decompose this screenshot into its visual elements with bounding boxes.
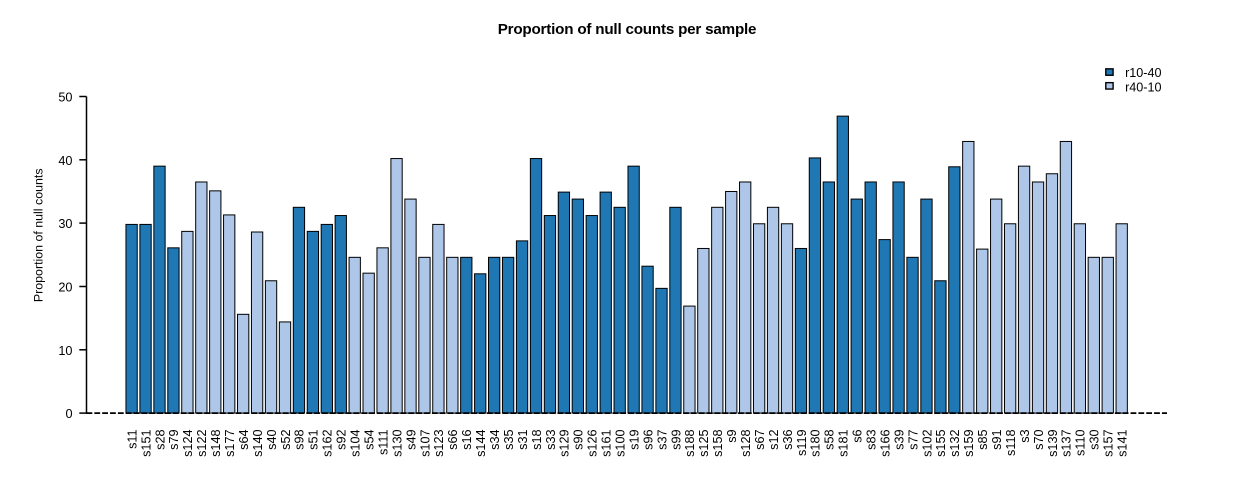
svg-text:s49: s49 (404, 429, 418, 449)
svg-text:s118: s118 (1004, 429, 1018, 456)
svg-text:s35: s35 (502, 429, 516, 449)
svg-text:s66: s66 (446, 429, 460, 449)
svg-text:s33: s33 (544, 429, 558, 449)
svg-text:s139: s139 (1046, 429, 1060, 457)
svg-text:s141: s141 (1116, 429, 1130, 457)
svg-text:s128: s128 (739, 429, 753, 457)
svg-text:s36: s36 (781, 429, 795, 449)
svg-text:s30: s30 (1088, 429, 1102, 449)
svg-text:s91: s91 (990, 429, 1004, 449)
svg-text:40: 40 (58, 154, 72, 168)
svg-text:10: 10 (58, 344, 72, 358)
svg-text:s158: s158 (711, 429, 725, 457)
svg-text:s99: s99 (669, 429, 683, 449)
svg-text:0: 0 (65, 407, 72, 421)
svg-text:s126: s126 (586, 429, 600, 457)
svg-text:s3: s3 (1018, 429, 1032, 442)
svg-text:s58: s58 (823, 429, 837, 449)
svg-text:50: 50 (58, 91, 72, 105)
svg-text:s51: s51 (307, 429, 321, 449)
svg-text:30: 30 (58, 217, 72, 231)
svg-text:s12: s12 (767, 429, 781, 449)
svg-text:20: 20 (58, 281, 72, 295)
svg-text:s34: s34 (488, 429, 502, 449)
svg-text:s40: s40 (265, 429, 279, 449)
svg-text:s137: s137 (1060, 429, 1074, 457)
svg-text:Proportion of null counts per: Proportion of null counts per sample (498, 21, 757, 38)
svg-text:s92: s92 (335, 429, 349, 449)
svg-text:Proportion of null counts: Proportion of null counts (31, 168, 45, 302)
svg-text:s79: s79 (167, 429, 181, 449)
svg-text:s177: s177 (223, 429, 237, 457)
svg-text:s70: s70 (1032, 429, 1046, 449)
svg-text:s124: s124 (181, 429, 195, 457)
svg-text:s6: s6 (851, 429, 865, 442)
svg-text:r40-10: r40-10 (1125, 81, 1161, 95)
svg-text:s28: s28 (153, 429, 167, 449)
svg-text:s31: s31 (516, 429, 530, 449)
svg-text:s16: s16 (460, 429, 474, 449)
svg-text:s96: s96 (641, 429, 655, 449)
svg-text:s83: s83 (864, 429, 878, 449)
svg-text:s64: s64 (237, 429, 251, 449)
svg-text:s181: s181 (837, 429, 851, 457)
svg-text:s129: s129 (558, 429, 572, 457)
svg-text:s188: s188 (683, 429, 697, 457)
svg-text:s102: s102 (920, 429, 934, 457)
svg-text:s166: s166 (878, 429, 892, 457)
svg-text:s54: s54 (362, 429, 376, 449)
svg-text:s100: s100 (613, 429, 627, 457)
svg-text:s159: s159 (962, 429, 976, 457)
svg-text:s123: s123 (432, 429, 446, 457)
svg-text:s18: s18 (530, 429, 544, 449)
svg-text:r10-40: r10-40 (1125, 66, 1161, 80)
svg-text:s11: s11 (125, 429, 139, 449)
svg-text:s77: s77 (906, 429, 920, 449)
svg-text:s90: s90 (572, 429, 586, 449)
svg-text:s161: s161 (600, 429, 614, 457)
svg-text:s67: s67 (753, 429, 767, 449)
svg-text:s37: s37 (655, 429, 669, 449)
svg-text:s98: s98 (293, 429, 307, 449)
svg-text:s132: s132 (948, 429, 962, 457)
svg-text:s148: s148 (209, 429, 223, 457)
svg-text:s130: s130 (390, 429, 404, 457)
svg-text:s107: s107 (418, 429, 432, 457)
svg-text:s85: s85 (976, 429, 990, 449)
svg-text:s122: s122 (195, 429, 209, 457)
svg-text:s144: s144 (474, 429, 488, 457)
svg-text:s157: s157 (1102, 429, 1116, 457)
svg-text:s119: s119 (795, 429, 809, 456)
svg-text:s9: s9 (725, 429, 739, 442)
svg-text:s111: s111 (376, 429, 390, 455)
svg-text:s151: s151 (139, 429, 153, 457)
svg-text:s39: s39 (892, 429, 906, 449)
svg-text:s180: s180 (809, 429, 823, 457)
svg-text:s104: s104 (349, 429, 363, 457)
svg-text:s52: s52 (279, 429, 293, 449)
svg-text:s19: s19 (627, 429, 641, 449)
svg-text:s125: s125 (697, 429, 711, 457)
svg-text:s155: s155 (934, 429, 948, 457)
svg-text:s110: s110 (1074, 429, 1088, 456)
svg-text:s140: s140 (251, 429, 265, 457)
svg-text:s162: s162 (321, 429, 335, 457)
